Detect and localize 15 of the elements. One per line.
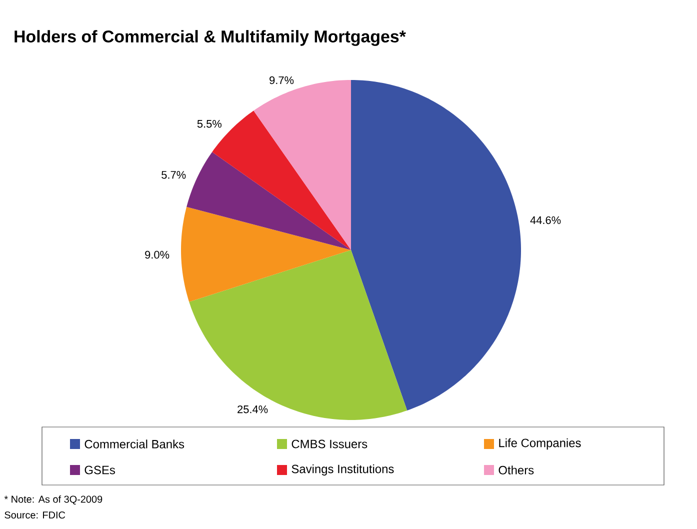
legend-label: Commercial Banks bbox=[84, 440, 184, 448]
chart-title: Holders of Commercial & Multifamily Mortgages* bbox=[14, 30, 406, 46]
data-label: 9.7% bbox=[270, 76, 294, 84]
legend-label: GSEs bbox=[84, 466, 115, 474]
legend-label: Savings Institutions bbox=[292, 464, 394, 476]
text: * Note: As of 3Q-2009 bbox=[4, 495, 102, 505]
data-label: 5.5% bbox=[197, 120, 222, 128]
source-note: Source: FDIC bbox=[4, 511, 66, 519]
legend-label: Others bbox=[498, 466, 534, 474]
legend-label: Life Companies bbox=[499, 438, 581, 450]
data-label: 5.7% bbox=[162, 171, 186, 179]
data-label: 25.4% bbox=[238, 405, 268, 414]
legend-label: CMBS Issuers bbox=[292, 440, 368, 448]
data-label: 44.6% bbox=[530, 216, 561, 224]
data-label: 9.0% bbox=[145, 250, 170, 259]
